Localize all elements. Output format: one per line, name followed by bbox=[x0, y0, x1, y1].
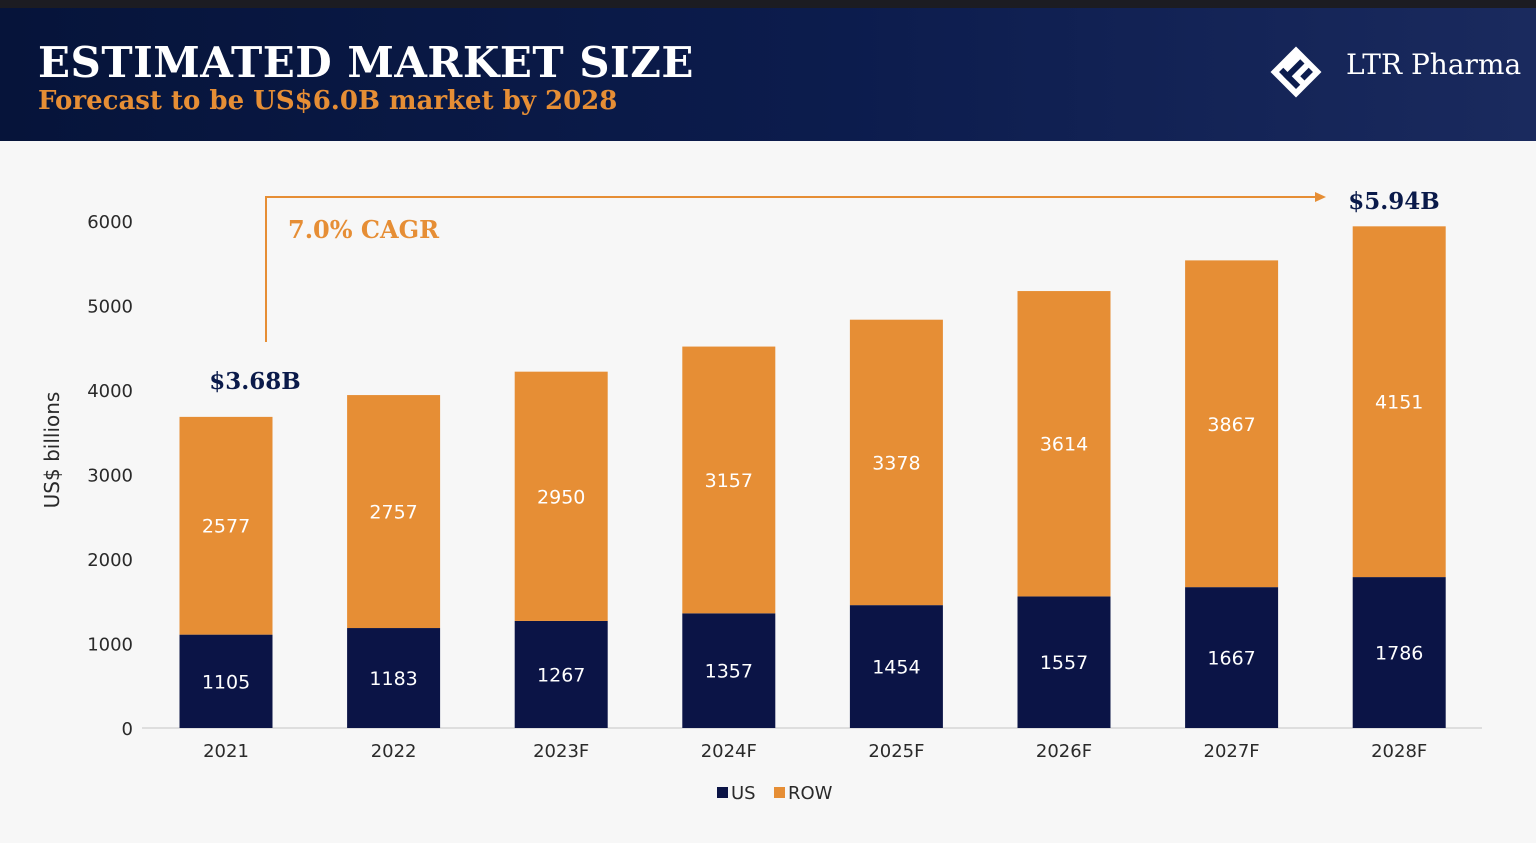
cagr-label: 7.0% CAGR bbox=[288, 215, 440, 244]
bar-row-2026F bbox=[1017, 291, 1111, 597]
y-tick-label: 5000 bbox=[87, 297, 133, 318]
data-label-us-2023F: 1267 bbox=[537, 664, 585, 686]
bar-us-2024F bbox=[682, 613, 776, 728]
data-label-row-2024F: 3157 bbox=[705, 470, 753, 492]
x-tick-label: 2028F bbox=[1371, 741, 1427, 762]
y-tick-label: 3000 bbox=[87, 466, 133, 487]
legend-row-label: ROW bbox=[788, 783, 833, 804]
bar-row-2025F bbox=[849, 319, 943, 606]
page-subtitle: Forecast to be US$6.0B market by 2028 bbox=[38, 86, 618, 116]
data-label-us-2021: 1105 bbox=[202, 671, 250, 693]
window-top-strip bbox=[0, 0, 1536, 8]
bar-us-2023F bbox=[514, 620, 608, 728]
bar-us-2025F bbox=[849, 605, 943, 728]
data-label-row-2025F: 3378 bbox=[872, 452, 920, 474]
x-tick-label: 2025F bbox=[868, 741, 924, 762]
market-size-chart: 0 1000 2000 3000 4000 5000 6000 US$ billions 1… bbox=[40, 188, 1482, 804]
bar-row-2021 bbox=[179, 416, 273, 635]
x-tick-label: 2021 bbox=[203, 741, 249, 762]
legend: US ROW bbox=[717, 783, 833, 804]
data-label-us-2025F: 1454 bbox=[872, 657, 920, 679]
legend-us-label: US bbox=[731, 783, 756, 804]
bar-us-2022 bbox=[347, 628, 441, 728]
y-tick-label: 4000 bbox=[87, 381, 133, 402]
bar-us-2028F bbox=[1352, 577, 1446, 728]
x-tick-label: 2026F bbox=[1036, 741, 1092, 762]
data-label-us-2028F: 1786 bbox=[1375, 643, 1423, 665]
page-title: ESTIMATED MARKET SIZE bbox=[38, 38, 694, 87]
data-label-us-2022: 1183 bbox=[369, 668, 417, 690]
ltr-logo-icon bbox=[1270, 46, 1322, 98]
y-tick-label: 0 bbox=[122, 719, 133, 740]
slide-header: ESTIMATED MARKET SIZE Forecast to be US$… bbox=[0, 8, 1536, 141]
x-tick-label: 2027F bbox=[1204, 741, 1260, 762]
bars-group: 1105 2577 1183 2757 1267 2950 1357 3157 1454 3378… bbox=[179, 226, 1446, 728]
data-label-row-2021: 2577 bbox=[202, 516, 250, 538]
data-label-row-2028F: 4151 bbox=[1375, 392, 1423, 414]
bar-us-2021 bbox=[179, 634, 273, 728]
data-label-row-2026F: 3614 bbox=[1040, 434, 1088, 456]
y-axis: 0 1000 2000 3000 4000 5000 6000 bbox=[87, 212, 133, 740]
bar-row-2023F bbox=[514, 371, 608, 621]
data-label-row-2027F: 3867 bbox=[1207, 414, 1255, 436]
data-label-us-2024F: 1357 bbox=[705, 661, 753, 683]
cagr-arrow-head bbox=[1315, 192, 1326, 202]
data-label-us-2027F: 1667 bbox=[1207, 648, 1255, 670]
x-tick-label: 2024F bbox=[701, 741, 757, 762]
bar-row-2027F bbox=[1185, 260, 1279, 588]
brand-name: LTR Pharma bbox=[1346, 48, 1522, 81]
bar-us-2026F bbox=[1017, 596, 1111, 728]
bar-us-2027F bbox=[1185, 587, 1279, 728]
x-axis-categories: 2021 2022 2023F 2024F 2025F 2026F 2027F 2028F bbox=[203, 741, 1427, 762]
bar-row-2024F bbox=[682, 346, 776, 614]
data-label-row-2023F: 2950 bbox=[537, 486, 585, 508]
y-tick-label: 1000 bbox=[87, 635, 133, 656]
end-total-label: $5.94B bbox=[1348, 188, 1439, 215]
cagr-arrow-line bbox=[265, 196, 1318, 342]
y-tick-label: 6000 bbox=[87, 212, 133, 233]
data-label-us-2026F: 1557 bbox=[1040, 652, 1088, 674]
start-total-label: $3.68B bbox=[209, 368, 300, 395]
bar-row-2022 bbox=[347, 395, 441, 629]
y-axis-label: US$ billions bbox=[40, 392, 64, 509]
legend-row-swatch bbox=[774, 787, 785, 798]
x-tick-label: 2022 bbox=[371, 741, 417, 762]
x-tick-label: 2023F bbox=[533, 741, 589, 762]
data-label-row-2022: 2757 bbox=[369, 502, 417, 524]
bar-row-2028F bbox=[1352, 226, 1446, 578]
y-tick-label: 2000 bbox=[87, 550, 133, 571]
legend-us-swatch bbox=[717, 787, 728, 798]
